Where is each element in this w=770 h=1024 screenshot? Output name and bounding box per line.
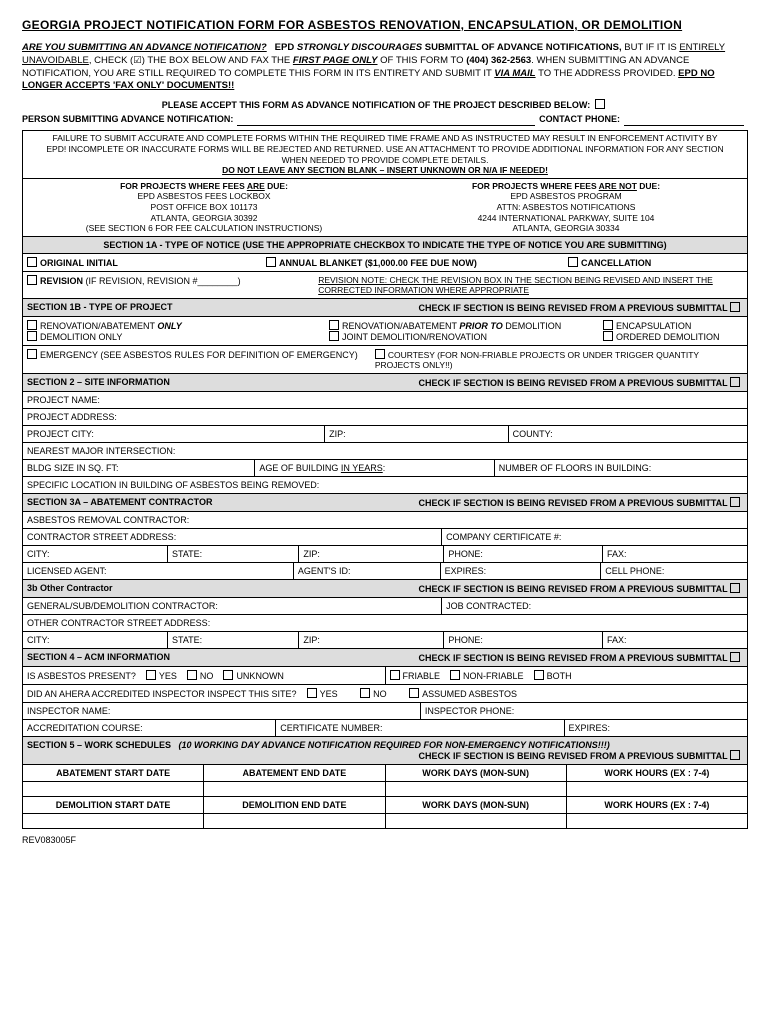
ahera-inspect: DID AN AHERA ACCREDITED INSPECTOR INSPEC…: [23, 685, 747, 702]
work-days: WORK DAYS (MON-SUN): [386, 765, 567, 781]
cb-emergency[interactable]: [27, 349, 37, 359]
cb-joint[interactable]: [329, 331, 339, 341]
company-cert[interactable]: COMPANY CERTIFICATE #:: [442, 529, 747, 545]
demo-start: DEMOLITION START DATE: [23, 797, 204, 813]
inspector-phone[interactable]: INSPECTOR PHONE:: [421, 703, 747, 719]
s3b-fax[interactable]: FAX:: [603, 632, 747, 648]
agent-id[interactable]: AGENT'S ID:: [294, 563, 441, 579]
cb-demo-only[interactable]: [27, 331, 37, 341]
submitter-row: PERSON SUBMITTING ADVANCE NOTIFICATION: …: [22, 114, 748, 126]
section-3a-header: SECTION 3A – ABATEMENT CONTRACTOR CHECK …: [23, 493, 747, 511]
demo-end: DEMOLITION END DATE: [204, 797, 385, 813]
s3a-state[interactable]: STATE:: [168, 546, 299, 562]
section-5-header: SECTION 5 – WORK SCHEDULES (10 WORKING D…: [23, 736, 747, 764]
work-hours-2: WORK HOURS (EX : 7-4): [567, 797, 747, 813]
cb-s3a-revised[interactable]: [730, 497, 740, 507]
other-contractor-street[interactable]: OTHER CONTRACTOR STREET ADDRESS:: [23, 615, 747, 631]
s3a-phone[interactable]: PHONE:: [444, 546, 603, 562]
address-row: FOR PROJECTS WHERE FEES ARE DUE: EPD ASB…: [23, 178, 747, 236]
licensed-agent[interactable]: LICENSED AGENT:: [23, 563, 294, 579]
demo-end-input[interactable]: [204, 814, 385, 828]
specific-location[interactable]: SPECIFIC LOCATION IN BUILDING OF ASBESTO…: [23, 477, 747, 493]
demo-hours-input[interactable]: [567, 814, 747, 828]
section-2-header: SECTION 2 – SITE INFORMATION CHECK IF SE…: [23, 373, 747, 391]
abate-start-input[interactable]: [23, 782, 204, 796]
contractor-street[interactable]: CONTRACTOR STREET ADDRESS:: [23, 529, 442, 545]
cert-number[interactable]: CERTIFICATE NUMBER:: [276, 720, 564, 736]
revision-footer: REV083005F: [22, 835, 748, 845]
cb-assumed[interactable]: [409, 688, 419, 698]
cell-phone[interactable]: CELL PHONE:: [601, 563, 747, 579]
friable-type: FRIABLE NON-FRIABLE BOTH: [386, 667, 748, 684]
cb-ahera-no[interactable]: [360, 688, 370, 698]
cb-s4-revised[interactable]: [730, 652, 740, 662]
accept-line: PLEASE ACCEPT THIS FORM AS ADVANCE NOTIF…: [22, 99, 748, 110]
s4-expires[interactable]: EXPIRES:: [565, 720, 748, 736]
cb-encap[interactable]: [603, 320, 613, 330]
cb-nonfriable[interactable]: [450, 670, 460, 680]
project-name[interactable]: PROJECT NAME:: [23, 392, 747, 408]
abate-hours-input[interactable]: [567, 782, 747, 796]
cb-both[interactable]: [534, 670, 544, 680]
s3a-fax[interactable]: FAX:: [603, 546, 747, 562]
cb-cancel[interactable]: [568, 257, 578, 267]
section-3b-header: 3b Other Contractor CHECK IF SECTION IS …: [23, 579, 747, 597]
abate-end-input[interactable]: [204, 782, 385, 796]
cb-friable[interactable]: [390, 670, 400, 680]
demo-days-input[interactable]: [386, 814, 567, 828]
cb-ahera-yes[interactable]: [307, 688, 317, 698]
work-days-2: WORK DAYS (MON-SUN): [386, 797, 567, 813]
removal-contractor[interactable]: ASBESTOS REMOVAL CONTRACTOR:: [23, 512, 747, 528]
cb-ordered[interactable]: [603, 331, 613, 341]
section-1b-header: SECTION 1B - TYPE OF PROJECT CHECK IF SE…: [23, 298, 747, 316]
cb-courtesy[interactable]: [375, 349, 385, 359]
cb-s3b-revised[interactable]: [730, 583, 740, 593]
num-floors[interactable]: NUMBER OF FLOORS IN BUILDING:: [495, 460, 747, 476]
zip[interactable]: ZIP:: [325, 426, 509, 442]
abate-days-input[interactable]: [386, 782, 567, 796]
s3b-state[interactable]: STATE:: [168, 632, 299, 648]
nearest-intersection[interactable]: NEAREST MAJOR INTERSECTION:: [23, 443, 747, 459]
main-form: FAILURE TO SUBMIT ACCURATE AND COMPLETE …: [22, 130, 748, 829]
s3b-zip[interactable]: ZIP:: [299, 632, 444, 648]
building-age[interactable]: AGE OF BUILDING IN YEARS:: [255, 460, 494, 476]
cb-1b-revised[interactable]: [730, 302, 740, 312]
s3b-phone[interactable]: PHONE:: [444, 632, 603, 648]
project-address[interactable]: PROJECT ADDRESS:: [23, 409, 747, 425]
accept-checkbox[interactable]: [595, 99, 605, 109]
cb-s2-revised[interactable]: [730, 377, 740, 387]
accred-course[interactable]: ACCREDITATION COURSE:: [23, 720, 276, 736]
bldg-size[interactable]: BLDG SIZE IN SQ. FT:: [23, 460, 255, 476]
cb-annual[interactable]: [266, 257, 276, 267]
project-city[interactable]: PROJECT CITY:: [23, 426, 325, 442]
abate-start: ABATEMENT START DATE: [23, 765, 204, 781]
job-contracted[interactable]: JOB CONTRACTED:: [442, 598, 747, 614]
s3b-city[interactable]: CITY:: [23, 632, 168, 648]
cb-original[interactable]: [27, 257, 37, 267]
inspector-name[interactable]: INSPECTOR NAME:: [23, 703, 421, 719]
cb-present-unknown[interactable]: [223, 670, 233, 680]
warning-text: FAILURE TO SUBMIT ACCURATE AND COMPLETE …: [23, 131, 747, 178]
work-hours: WORK HOURS (EX : 7-4): [567, 765, 747, 781]
cb-present-no[interactable]: [187, 670, 197, 680]
asbestos-present: IS ASBESTOS PRESENT? YES NO UNKNOWN: [23, 667, 386, 684]
demo-start-input[interactable]: [23, 814, 204, 828]
cb-reno-only[interactable]: [27, 320, 37, 330]
cb-present-yes[interactable]: [146, 670, 156, 680]
abate-end: ABATEMENT END DATE: [204, 765, 385, 781]
intro-text: ARE YOU SUBMITTING AN ADVANCE NOTIFICATI…: [22, 42, 748, 93]
s3a-expires[interactable]: EXPIRES:: [441, 563, 602, 579]
s3a-zip[interactable]: ZIP:: [299, 546, 444, 562]
section-4-header: SECTION 4 – ACM INFORMATION CHECK IF SEC…: [23, 648, 747, 666]
county[interactable]: COUNTY:: [509, 426, 747, 442]
section-1a-header: SECTION 1A - TYPE OF NOTICE (USE THE APP…: [23, 236, 747, 253]
cb-revision[interactable]: [27, 275, 37, 285]
form-title: GEORGIA PROJECT NOTIFICATION FORM FOR AS…: [22, 18, 748, 32]
cb-s5-revised[interactable]: [730, 750, 740, 760]
s3a-city[interactable]: CITY:: [23, 546, 168, 562]
cb-reno-prior[interactable]: [329, 320, 339, 330]
gen-contractor[interactable]: GENERAL/SUB/DEMOLITION CONTRACTOR:: [23, 598, 442, 614]
